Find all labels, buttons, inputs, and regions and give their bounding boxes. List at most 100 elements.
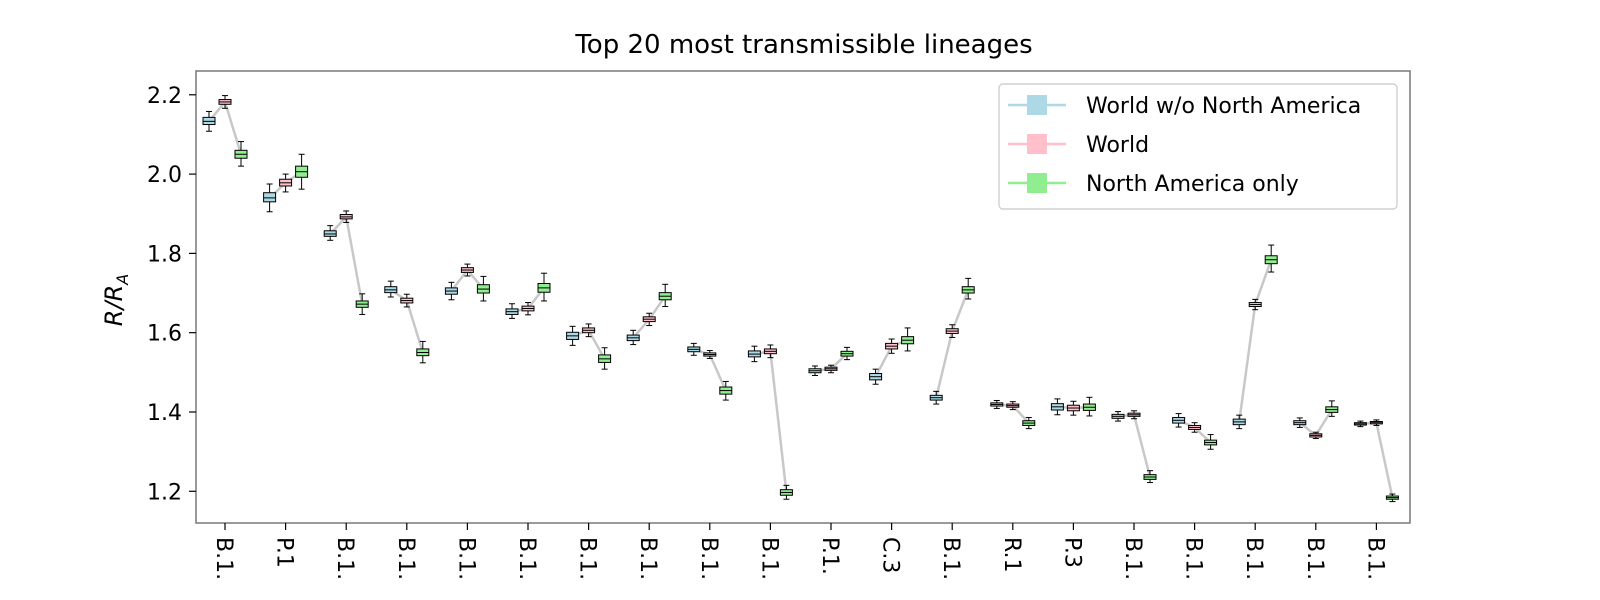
box-plot <box>1188 422 1202 433</box>
box-plot <box>323 225 337 241</box>
box-plot <box>929 390 943 405</box>
box-plot <box>263 183 277 213</box>
box-plot <box>582 323 596 338</box>
box-plot <box>747 345 761 363</box>
box-plot <box>1050 398 1064 416</box>
box-plot <box>505 303 519 319</box>
x-tick-label: B.1. <box>1181 537 1206 580</box>
box-plot <box>537 272 551 302</box>
box-plot <box>779 484 793 500</box>
box-plot <box>1369 419 1383 426</box>
box-plot <box>642 312 656 327</box>
y-axis-label: R/RA <box>100 274 132 326</box>
box-plot <box>476 275 490 302</box>
x-tick-label: B.1. <box>453 537 478 580</box>
y-tick-label: 1.2 <box>147 480 182 505</box>
legend-frame <box>998 83 1398 210</box>
plot-frame <box>195 70 1411 524</box>
box-plot <box>202 110 216 132</box>
box-plot <box>961 277 975 300</box>
box-plot <box>1264 244 1278 273</box>
legend-label: World w/o North America <box>1086 94 1361 119</box>
box <box>263 192 277 203</box>
box-plot <box>990 399 1004 409</box>
y-tick-label: 2.2 <box>147 84 182 109</box>
box-plot <box>384 280 398 298</box>
box-plot <box>626 329 640 346</box>
legend-label: North America only <box>1086 172 1299 197</box>
box-plot <box>808 365 822 377</box>
x-tick-label: P.1 <box>272 537 297 568</box>
box-plot <box>1353 420 1367 428</box>
x-tick-label: B.1. <box>1362 537 1387 580</box>
x-tick-label: P.1. <box>817 537 842 575</box>
box-plot <box>1143 470 1157 484</box>
y-tick-label: 1.4 <box>147 401 182 426</box>
box-plot <box>1204 434 1218 450</box>
box-plot <box>658 283 672 308</box>
x-tick-label: B.1. <box>1120 537 1145 580</box>
box-plot <box>444 281 458 301</box>
box-plot <box>703 350 717 359</box>
y-tick-label: 1.6 <box>147 322 182 347</box>
box-plot <box>1006 401 1020 411</box>
x-tick-label: B.1. <box>756 537 781 580</box>
box-layer <box>202 95 1399 503</box>
x-tick-label: B.1. <box>1302 537 1327 580</box>
box-plot <box>945 324 959 338</box>
box-plot <box>1127 410 1141 420</box>
box-plot <box>763 344 777 359</box>
box-plot <box>566 325 580 346</box>
box-plot <box>460 263 474 277</box>
x-tick-label: B.1. <box>696 537 721 580</box>
x-tick-label: C.3 <box>878 537 903 573</box>
legend-marker <box>1027 173 1047 193</box>
x-axis: B.1. P.1 B.1. B.1. B.1. B.1. B.1. B.1. B.1. B.1. P… <box>211 523 1387 580</box>
box-plot <box>687 342 701 356</box>
y-tick-label: 2.0 <box>147 163 182 188</box>
box-plot <box>598 347 612 370</box>
box-plot <box>869 368 883 385</box>
x-tick-label: B.1. <box>393 537 418 580</box>
y-axis-label-subscript: A <box>113 274 132 286</box>
box-plot <box>279 173 293 193</box>
box-plot <box>1248 298 1262 311</box>
legend-marker <box>1027 95 1047 115</box>
legend-item-north-america-only: North America only <box>1008 172 1299 197</box>
x-tick-label: B.1. <box>514 537 539 580</box>
box-plot <box>1232 414 1246 430</box>
legend-item-world-wo-north-america: World w/o North America <box>1008 94 1361 119</box>
box-plot <box>521 302 535 316</box>
box-plot <box>840 346 854 361</box>
box-plot <box>1309 431 1323 440</box>
x-tick-label: B.1. <box>635 537 660 580</box>
x-tick-label: P.3 <box>1059 537 1084 568</box>
box-plot <box>1111 411 1125 422</box>
box-plot <box>1082 396 1096 417</box>
legend: World w/o North America World North Amer… <box>998 83 1398 210</box>
box-plot <box>400 293 414 308</box>
y-tick-label: 1.8 <box>147 242 182 267</box>
box-plot <box>824 364 838 374</box>
x-tick-label: B.1. <box>575 537 600 580</box>
x-tick-label: B.1. <box>1241 537 1266 580</box>
box-plot <box>355 293 369 315</box>
legend-item-world: World <box>1008 133 1149 158</box>
box-plot <box>416 340 430 364</box>
box-plot <box>339 210 353 223</box>
box-plot <box>901 327 915 352</box>
box-plot <box>218 95 232 109</box>
box-plot <box>295 153 309 190</box>
box-plot <box>1325 400 1339 417</box>
box-plot <box>1172 413 1186 428</box>
box-plot <box>1066 400 1080 416</box>
chart-title: Top 20 most transmissible lineages <box>574 30 1032 60</box>
box-plot <box>1293 417 1307 428</box>
legend-label: World <box>1086 133 1149 158</box>
legend-marker <box>1027 134 1047 154</box>
box-plot <box>719 380 733 401</box>
x-tick-label: B.1. <box>938 537 963 580</box>
x-tick-label: B.1. <box>332 537 357 580</box>
y-axis: 1.2 1.4 1.6 1.8 2.0 2.2 <box>147 84 196 505</box>
